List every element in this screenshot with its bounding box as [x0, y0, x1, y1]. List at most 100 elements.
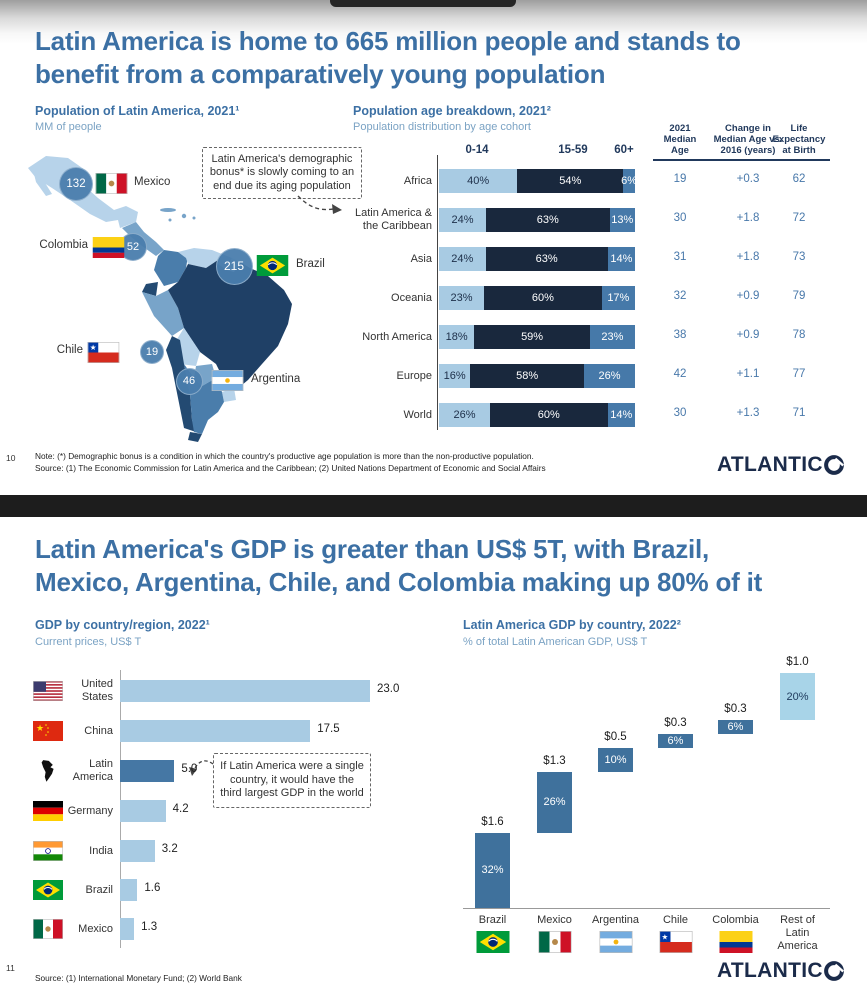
flag-cl-icon: ★ [659, 931, 693, 953]
map-ecuador [142, 282, 158, 296]
gdp-bar [120, 918, 135, 940]
flag-mx-icon [95, 173, 128, 194]
population-bubble-ar: 46 [175, 367, 203, 395]
population-bubble-mx: 132 [59, 167, 93, 201]
gdp-bar-value: 1.6 [144, 882, 161, 894]
age-bar-segment: 60% [489, 403, 608, 427]
flag-de-icon [33, 801, 63, 821]
map-cuba [160, 208, 176, 212]
waterfall-pct-label: 6% [667, 735, 684, 748]
flag-co-icon [92, 237, 125, 258]
slide1-title-line1: Latin America is home to 665 million peo… [35, 26, 741, 56]
life-expectancy-value: 77 [792, 368, 806, 380]
waterfall-chart-title: Latin America GDP by country, 2022² [463, 618, 681, 632]
age-bar-segment: 26% [584, 364, 635, 388]
cohort-header: 15-59 [558, 144, 588, 156]
waterfall-bar [780, 673, 815, 720]
age-row-label: Europe [396, 369, 432, 382]
age-chart-axis [437, 155, 438, 430]
gdp-bar-value: 3.2 [161, 843, 178, 855]
flag-cn-icon: ★ [33, 721, 63, 741]
flag-mx-icon [33, 919, 63, 939]
age-row-label: North America [362, 330, 432, 343]
gdp-bar [120, 680, 370, 702]
waterfall-pct-label: 20% [786, 690, 809, 703]
flag-in-icon [33, 841, 63, 861]
flag-br-icon [476, 931, 510, 953]
median-age-value: 31 [673, 251, 687, 263]
atlantico-logo-text: ATLANTIC [717, 959, 823, 982]
flag-ar-icon [599, 931, 632, 953]
atlantico-logo: ATLANTIC [717, 453, 845, 477]
life-expectancy-value: 79 [792, 290, 806, 302]
waterfall-chart-axis [463, 908, 830, 909]
age-bar-segment: 63% [486, 208, 610, 232]
slide2-title-line1: Latin America's GDP is greater than US$ … [35, 534, 710, 564]
waterfall-bar [658, 734, 693, 749]
age-bar-segment: 18% [439, 325, 475, 349]
map-colombia [154, 250, 188, 286]
map-country-label: Chile [56, 344, 83, 356]
life-expectancy-value: 62 [792, 173, 806, 185]
gdp-bar-label: Germany [67, 804, 113, 817]
waterfall-x-label: Chile [662, 914, 689, 926]
flag-cl-icon: ★ [87, 342, 120, 363]
map-tierra-del-fuego [188, 432, 202, 442]
gdp-bar [120, 800, 166, 822]
age-bar-segment: 40% [439, 169, 518, 193]
median-age-change-value: +1.8 [736, 212, 760, 224]
latin-america-icon [41, 760, 54, 782]
median-age-value: 38 [673, 329, 687, 341]
waterfall-amount-label: $0.3 [724, 703, 747, 715]
age-bar-segment: 6% [621, 169, 637, 193]
age-row-label: World [403, 408, 432, 421]
waterfall-amount-label: $1.3 [543, 754, 566, 767]
latin-america-icon [36, 757, 60, 784]
median-age-value: 19 [673, 173, 687, 185]
age-bar-segment: 14% [607, 403, 635, 427]
table-header-underline [653, 159, 830, 161]
svg-text:★: ★ [36, 723, 44, 733]
gdp-bar-value: 17.5 [317, 723, 340, 735]
age-row-label: Latin America & the Caribbean [354, 207, 432, 232]
flag-br-icon [256, 255, 289, 276]
flag-cl-icon: ★ [87, 342, 120, 363]
age-row-label: Oceania [391, 291, 432, 304]
age-bar-segment: 24% [439, 208, 487, 232]
gdp-bar-label: Brazil [85, 883, 113, 896]
gdp-bar [120, 879, 138, 901]
gdp-bar [120, 840, 155, 862]
waterfall-amount-label: $1.0 [786, 656, 809, 668]
population-bubble-cl: 19 [140, 340, 164, 364]
age-bar-segment: 58% [470, 364, 585, 388]
waterfall-x-label: Rest of Latin America [777, 914, 818, 952]
median-age-change-value: +1.3 [736, 407, 760, 419]
gdp-bar-label: Mexico [78, 922, 113, 935]
map-country-label: Brazil [296, 258, 325, 270]
age-bar-segment: 24% [439, 247, 486, 271]
median-age-value: 30 [673, 407, 687, 419]
gdp-bar-value: 23.0 [377, 683, 400, 695]
gdp-bar-value: 4.2 [172, 803, 189, 815]
median-age-change-value: +0.9 [736, 329, 760, 341]
slide2-title-line2: Mexico, Argentina, Chile, and Colombia m… [35, 567, 763, 597]
population-bubble-br: 215 [215, 247, 253, 285]
gdp-bar-label: Latin America [72, 758, 113, 783]
flag-co-icon [719, 931, 753, 953]
life-expectancy-value: 73 [792, 251, 806, 263]
slide1-note: Note: (*) Demographic bonus is a conditi… [35, 451, 534, 461]
atlantico-logo-o-icon [823, 455, 844, 475]
gdp-bar-label: China [84, 724, 113, 737]
gdp-chart-title: GDP by country/region, 2022¹ [35, 618, 210, 632]
gdp-callout: If Latin America were a single country, … [213, 753, 371, 808]
slide1-source: Source: (1) The Economic Commission for … [35, 463, 546, 473]
waterfall-x-label: Argentina [591, 914, 640, 926]
waterfall-x-label: Brazil [478, 914, 507, 926]
age-chart-subtitle: Population distribution by age cohort [353, 121, 531, 133]
flag-co-icon [92, 237, 125, 258]
age-bar-segment: 17% [601, 286, 635, 310]
table-column-header: 2021 Median Age [663, 123, 697, 156]
waterfall-x-label: Colombia [712, 914, 759, 926]
gdp-bar-value: 5.0 [181, 763, 198, 775]
median-age-value: 42 [673, 368, 687, 380]
